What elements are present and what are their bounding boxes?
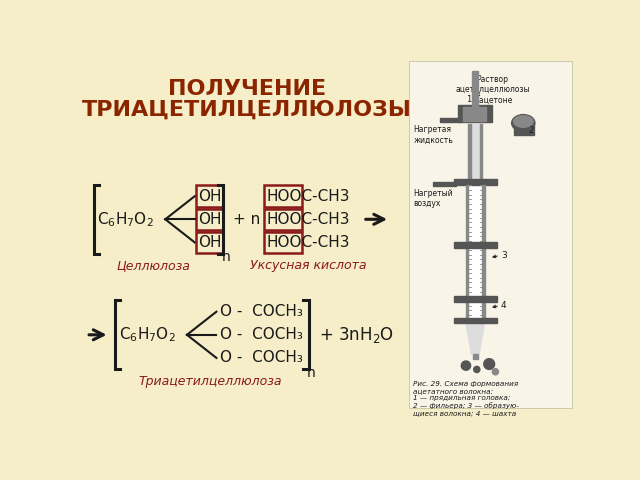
Text: O -  COCH₃: O - COCH₃ — [220, 350, 302, 365]
Bar — [480, 124, 482, 181]
Bar — [264, 208, 301, 230]
Bar — [468, 185, 482, 319]
Text: Рис. 29. Схема формования
ацетатного волокна:
1 — прядильная головка;
2 — фильер: Рис. 29. Схема формования ацетатного вол… — [413, 381, 519, 416]
Text: n: n — [222, 250, 230, 264]
Bar — [473, 354, 477, 359]
Text: O -  COCH₃: O - COCH₃ — [220, 327, 302, 342]
Circle shape — [474, 366, 480, 372]
Bar — [458, 105, 492, 122]
Text: + n: + n — [233, 212, 260, 227]
Bar — [454, 296, 497, 302]
Text: ТРИАЦЕТИЛЦЕЛЛЮЛОЗЫ: ТРИАЦЕТИЛЦЕЛЛЮЛОЗЫ — [82, 100, 412, 120]
Text: ПОЛУЧЕНИЕ: ПОЛУЧЕНИЕ — [168, 79, 326, 99]
Circle shape — [492, 369, 499, 375]
Text: OH: OH — [198, 235, 221, 250]
Bar — [440, 118, 460, 122]
Bar — [433, 182, 456, 186]
Bar — [196, 232, 223, 253]
Bar — [466, 185, 468, 319]
Text: HOOC-CH3: HOOC-CH3 — [266, 212, 349, 227]
Bar — [196, 185, 223, 207]
Text: 2: 2 — [528, 126, 533, 135]
Text: OH: OH — [198, 189, 221, 204]
Text: O -  COCH₃: O - COCH₃ — [220, 304, 302, 319]
Bar — [514, 125, 534, 134]
Bar — [264, 185, 301, 207]
Text: Раствор
ацетилцеллюлозы
в ацетоне: Раствор ацетилцеллюлозы в ацетоне — [455, 74, 529, 104]
Bar — [468, 124, 482, 181]
Circle shape — [461, 361, 470, 370]
Bar — [454, 242, 497, 248]
Text: Нагретый
воздух: Нагретый воздух — [413, 189, 453, 208]
Text: Триацетилцеллюлоза: Триацетилцеллюлоза — [138, 375, 282, 388]
Text: 1: 1 — [466, 96, 472, 105]
Circle shape — [484, 359, 495, 370]
Text: Нагретая
жидкость: Нагретая жидкость — [413, 125, 453, 145]
Text: HOOC-CH3: HOOC-CH3 — [266, 235, 349, 250]
Polygon shape — [466, 323, 484, 354]
Text: C$_6$H$_7$O$_2$: C$_6$H$_7$O$_2$ — [119, 325, 175, 344]
Bar — [454, 179, 497, 185]
Text: 3: 3 — [501, 251, 507, 260]
Bar — [196, 208, 223, 230]
Text: n: n — [307, 366, 316, 380]
Ellipse shape — [514, 116, 533, 127]
Bar — [463, 107, 486, 121]
Bar — [410, 61, 572, 408]
Text: C$_6$H$_7$O$_2$: C$_6$H$_7$O$_2$ — [97, 210, 154, 228]
Bar — [468, 124, 470, 181]
Bar — [454, 318, 497, 323]
Text: HOOC-CH3: HOOC-CH3 — [266, 189, 349, 204]
Bar — [472, 72, 478, 107]
Ellipse shape — [511, 115, 535, 132]
Text: OH: OH — [198, 212, 221, 227]
Text: Уксусная кислота: Уксусная кислота — [250, 259, 367, 272]
Bar — [482, 185, 484, 319]
Text: 4: 4 — [501, 301, 506, 310]
Bar — [264, 232, 301, 253]
Text: + 3nH$_2$O: + 3nH$_2$O — [319, 325, 394, 345]
Text: Целлюлоза: Целлюлоза — [116, 259, 191, 272]
